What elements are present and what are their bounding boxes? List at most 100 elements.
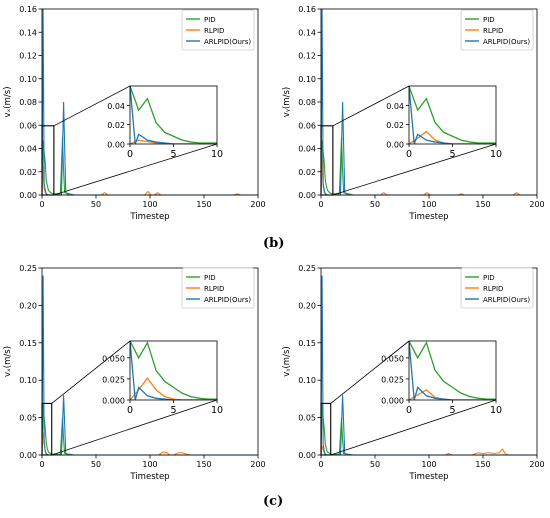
inset-y-tick-label: 0.025	[381, 375, 404, 384]
inset-y-tick-label: 0.000	[381, 397, 404, 406]
zoom-connector-line	[332, 85, 410, 127]
y-tick-label: 0.02	[298, 168, 316, 177]
y-axis-label: vₓ(m/s)	[3, 346, 13, 377]
x-axis-label: Timestep	[129, 212, 169, 222]
y-tick-label: 0.10	[298, 376, 316, 385]
legend-label: ARLPID(Ours)	[483, 296, 530, 304]
inset-series-line-rlpid	[409, 389, 496, 400]
y-tick-label: 0.04	[19, 145, 37, 154]
x-tick-label: 0	[318, 460, 323, 469]
y-tick-label: 0.16	[298, 5, 316, 14]
inset-series-line-rlpid	[409, 130, 496, 144]
inset-x-tick-label: 5	[449, 149, 455, 160]
y-tick-label: 0.15	[19, 339, 37, 348]
legend-box	[460, 9, 534, 51]
x-tick-label: 200	[250, 460, 265, 469]
series-line-rlpid	[41, 165, 258, 196]
zoom-region-box	[320, 402, 332, 456]
caption-b: (b)	[263, 236, 285, 251]
x-tick-label: 150	[475, 460, 490, 469]
x-tick-label: 200	[529, 200, 544, 209]
inset-x-tick-label: 5	[170, 149, 176, 160]
x-tick-label: 0	[39, 200, 44, 209]
y-tick-label: 0.15	[298, 339, 316, 348]
legend-label: PID	[204, 274, 216, 282]
legend-box	[181, 9, 255, 51]
x-tick-label: 0	[39, 460, 44, 469]
inset-y-tick-label: 0.050	[102, 354, 125, 363]
zoom-connector-line	[332, 143, 497, 196]
x-tick-label: 50	[370, 200, 380, 209]
x-tick-label: 50	[91, 460, 101, 469]
legend-label: ARLPID(Ours)	[204, 296, 251, 304]
legend-label: ARLPID(Ours)	[483, 38, 530, 46]
y-tick-label: 0.14	[19, 28, 37, 37]
x-tick-label: 200	[250, 200, 265, 209]
legend-label: PID	[483, 274, 495, 282]
legend-box	[460, 267, 534, 309]
chart-panel-2: 0 50 100 150 2000.000.020.040.060.080.100.12…	[282, 5, 545, 222]
inset-y-tick-label: 0.02	[107, 121, 125, 130]
x-axis-label: Timestep	[408, 212, 448, 222]
y-tick-label: 0.25	[19, 264, 37, 273]
inset-y-tick-label: 0.050	[381, 354, 404, 363]
y-tick-label: 0.14	[298, 28, 316, 37]
y-tick-label: 0.12	[298, 52, 316, 61]
zoom-connector-line	[330, 399, 497, 456]
legend-label: RLPID	[204, 27, 224, 35]
inset-series-line-pid	[130, 341, 217, 400]
y-tick-label: 0.08	[19, 98, 37, 107]
inset-x-tick-label: 10	[211, 405, 223, 416]
inset-x-tick-label: 5	[449, 405, 455, 416]
inset-y-tick-label: 0.00	[386, 141, 404, 150]
inset-x-tick-label: 10	[490, 405, 502, 416]
series-line-pid	[320, 136, 537, 196]
legend-label: RLPID	[483, 27, 503, 35]
inset-series-line-rlpid	[130, 139, 217, 144]
zoom-connector-line	[51, 340, 131, 404]
legend-label: PID	[204, 16, 216, 24]
inset-y-tick-label: 0.000	[102, 397, 125, 406]
inset-background	[130, 86, 217, 144]
x-tick-label: 100	[421, 200, 436, 209]
inset-x-tick-label: 0	[127, 149, 133, 160]
legend-label: RLPID	[483, 285, 503, 293]
y-axis-label: vᵧ(m/s)	[282, 346, 292, 376]
y-tick-label: 0.20	[19, 301, 37, 310]
zoom-region-box	[41, 402, 53, 456]
x-tick-label: 150	[196, 200, 211, 209]
y-tick-label: 0.25	[298, 264, 316, 273]
series-line-rlpid	[41, 432, 258, 456]
y-tick-label: 0.06	[298, 121, 316, 130]
inset-y-tick-label: 0.00	[107, 141, 125, 150]
x-tick-label: 50	[370, 460, 380, 469]
y-tick-label: 0.16	[19, 5, 37, 14]
x-axis-label: Timestep	[408, 472, 448, 482]
inset-x-tick-label: 0	[127, 405, 133, 416]
zoom-connector-line	[53, 143, 218, 196]
inset-x-tick-label: 10	[490, 149, 502, 160]
x-tick-label: 50	[91, 200, 101, 209]
y-tick-label: 0.00	[298, 451, 316, 460]
y-tick-label: 0.10	[298, 75, 316, 84]
inset-series-line-pid	[409, 341, 496, 400]
chart-panel-1: 0 50 100 150 2000.000.020.040.060.080.100.12…	[3, 5, 266, 222]
y-tick-label: 0.10	[19, 75, 37, 84]
y-tick-label: 0.10	[19, 376, 37, 385]
y-tick-label: 0.06	[19, 121, 37, 130]
y-axis-label: vᵧ(m/s)	[282, 87, 292, 117]
legend-label: PID	[483, 16, 495, 24]
y-tick-label: 0.12	[19, 52, 37, 61]
y-tick-label: 0.04	[298, 145, 316, 154]
x-tick-label: 100	[142, 460, 157, 469]
y-tick-label: 0.08	[298, 98, 316, 107]
x-axis-label: Timestep	[129, 472, 169, 482]
x-tick-label: 150	[196, 460, 211, 469]
y-tick-label: 0.20	[298, 301, 316, 310]
inset-background	[130, 341, 217, 400]
series-line-pid	[41, 136, 258, 196]
inset-x-tick-label: 0	[406, 405, 412, 416]
caption-c: (c)	[263, 494, 284, 509]
zoom-connector-line	[330, 340, 410, 404]
